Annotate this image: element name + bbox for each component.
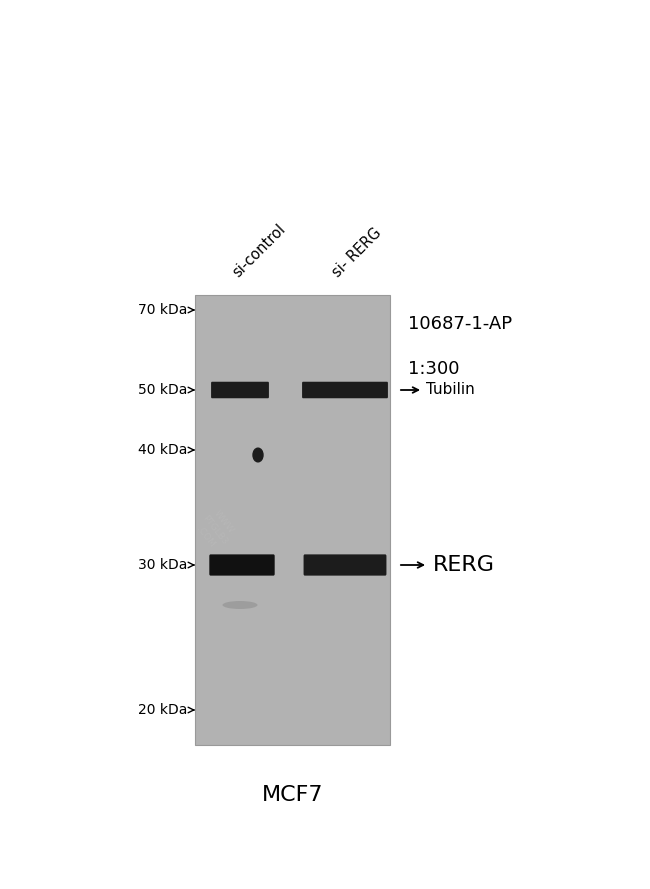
Ellipse shape xyxy=(222,601,257,609)
FancyBboxPatch shape xyxy=(304,555,387,575)
Text: 10687-1-AP: 10687-1-AP xyxy=(408,315,512,333)
Text: si- RERG: si- RERG xyxy=(330,225,384,280)
Text: RERG: RERG xyxy=(433,555,495,575)
Circle shape xyxy=(253,448,263,462)
FancyBboxPatch shape xyxy=(211,381,269,398)
FancyBboxPatch shape xyxy=(209,555,275,575)
Text: 30 kDa: 30 kDa xyxy=(138,558,187,572)
Text: 70 kDa: 70 kDa xyxy=(138,303,187,317)
Bar xyxy=(195,295,390,745)
Text: MCF7: MCF7 xyxy=(262,785,323,805)
Text: WWW.
PTGLB3
.COM: WWW. PTGLB3 .COM xyxy=(192,507,239,554)
Text: Tubilin: Tubilin xyxy=(426,382,474,397)
Text: 1:300: 1:300 xyxy=(408,360,460,378)
Text: 40 kDa: 40 kDa xyxy=(138,443,187,457)
Text: 50 kDa: 50 kDa xyxy=(138,383,187,397)
Text: si-control: si-control xyxy=(229,221,288,280)
FancyBboxPatch shape xyxy=(302,381,388,398)
Text: 20 kDa: 20 kDa xyxy=(138,703,187,717)
